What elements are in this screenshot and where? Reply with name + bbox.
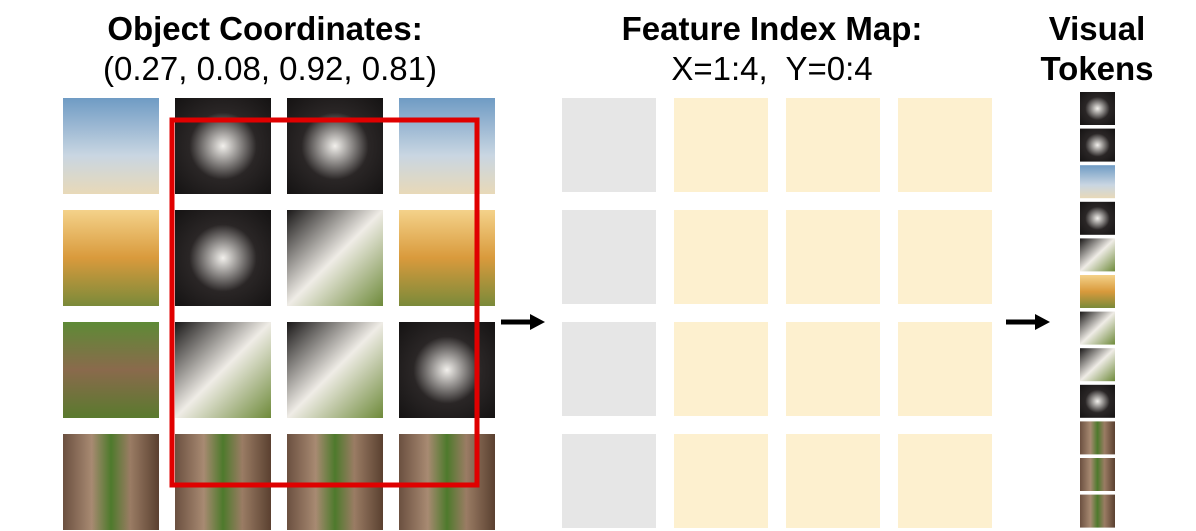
token [1080, 165, 1115, 199]
map-cell [786, 434, 880, 528]
map-cell [562, 210, 656, 304]
map-cell [786, 210, 880, 304]
panel-title: Visual [1049, 10, 1146, 47]
panel-title: Feature Index Map: [622, 10, 923, 47]
image-tile [175, 322, 271, 418]
visual-tokens [1080, 92, 1115, 528]
map-cell [898, 210, 992, 304]
panel-title: Tokens [1040, 50, 1153, 87]
image-tile [287, 210, 383, 306]
bounding-box [169, 117, 480, 488]
image-tile [175, 98, 271, 194]
map-cell [562, 98, 656, 192]
image-tile [399, 210, 495, 306]
map-cell [898, 98, 992, 192]
image-tile [63, 322, 159, 418]
map-cell [898, 434, 992, 528]
arrow [501, 314, 545, 330]
token [1080, 458, 1115, 491]
image-tile [63, 210, 159, 306]
token [1080, 128, 1115, 162]
image-tile [63, 434, 159, 530]
image-tile [63, 98, 159, 194]
image-tile [175, 210, 271, 306]
image-tile [287, 322, 383, 418]
token [1080, 348, 1115, 382]
image-tile [399, 434, 495, 530]
map-cell [674, 434, 768, 528]
token [1080, 421, 1115, 455]
map-cell [674, 98, 768, 192]
map-cell [786, 322, 880, 416]
token [1080, 311, 1115, 345]
token [1080, 92, 1115, 125]
map-cell [674, 210, 768, 304]
image-tile [175, 434, 271, 530]
token [1080, 494, 1115, 528]
token [1080, 201, 1115, 235]
image-tile [399, 98, 495, 194]
feature-map [562, 98, 992, 528]
map-cell [898, 322, 992, 416]
coordinates: (0.27, 0.08, 0.92, 0.81) [103, 50, 437, 87]
image-tile [287, 434, 383, 530]
arrow [1006, 314, 1050, 330]
map-cell [786, 98, 880, 192]
token [1080, 275, 1115, 308]
map-cell [674, 322, 768, 416]
map-cell [562, 434, 656, 528]
image-tile [287, 98, 383, 194]
image-tiles [63, 98, 495, 530]
token [1080, 238, 1115, 272]
token [1080, 384, 1115, 418]
index-range: X=1:4, Y=0:4 [671, 50, 872, 87]
panel-title: Object Coordinates: [107, 10, 422, 47]
image-tile [399, 322, 495, 418]
map-cell [562, 322, 656, 416]
